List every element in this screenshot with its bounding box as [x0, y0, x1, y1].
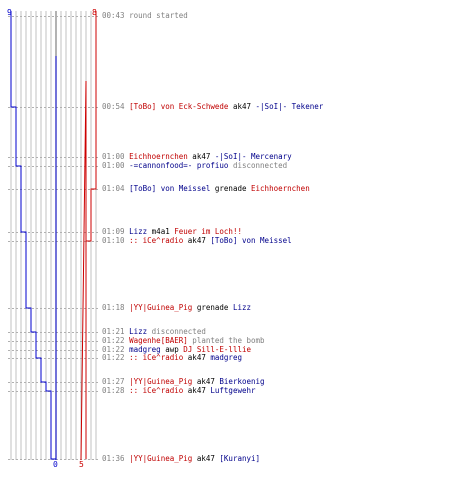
event-text: Lizz: [232, 303, 252, 312]
event-text: -|SoI|- Tekener: [255, 102, 324, 111]
event-text: ak47: [228, 102, 256, 111]
event-time: 01:09: [102, 227, 130, 236]
team-b-end-count: 5: [79, 460, 84, 469]
event-round-started: 00:43 round started: [102, 11, 188, 20]
event-text: ak47: [183, 386, 211, 395]
event-time: 01:22: [102, 336, 130, 345]
event-text: [ToBo] von Meissel: [129, 184, 211, 193]
event-time: 00:43: [102, 11, 130, 20]
event-text: ak47: [183, 236, 211, 245]
event-text: DJ Sill-E-lllie: [183, 345, 252, 354]
event-kill: 01:36 |YY|Guinea_Pig ak47 [Kuranyi]: [102, 454, 260, 463]
event-text: :: iCe^radio: [129, 386, 184, 395]
event-time: 00:54: [102, 102, 130, 111]
event-text: m4a1: [147, 227, 175, 236]
event-text: |YY|Guinea_Pig: [129, 377, 193, 386]
event-text: round started: [129, 11, 188, 20]
event-text: Eichhoernchen: [129, 152, 188, 161]
event-time: 01:00: [102, 161, 130, 170]
event-kill: 01:22 madgreg awp DJ Sill-E-lllie: [102, 345, 251, 354]
event-text: |YY|Guinea_Pig: [129, 303, 193, 312]
event-text: disconnected: [147, 327, 206, 336]
event-text: -|SoI|- Mercenary: [214, 152, 292, 161]
event-disconnect: 01:21 Lizz disconnected: [102, 327, 206, 336]
event-text: ak47: [192, 454, 220, 463]
event-text: [Kuranyi]: [219, 454, 261, 463]
event-disconnect: 01:00 -=cannonfood=- profiuo disconnecte…: [102, 161, 287, 170]
event-kill: 01:28 :: iCe^radio ak47 Luftgewehr: [102, 386, 256, 395]
event-text: Feuer im Loch!!: [174, 227, 242, 236]
event-text: grenade: [210, 184, 252, 193]
team-a-start-count: 9: [7, 8, 12, 17]
event-time: 01:22: [102, 345, 130, 354]
event-bomb-planted: 01:22 Wagenhe[BAER] planted the bomb: [102, 336, 265, 345]
event-text: madgreg: [129, 345, 161, 354]
event-text: awp: [160, 345, 184, 354]
team-a-end-count: 0: [53, 460, 58, 469]
team-b-start-count: 8: [92, 8, 97, 17]
event-connectors: [8, 16, 100, 460]
event-kill: 01:00 Eichhoernchen ak47 -|SoI|- Mercena…: [102, 152, 292, 161]
event-text: [ToBo] von Eck-Schwede: [129, 102, 229, 111]
event-text: planted the bomb: [187, 336, 265, 345]
event-text: [ToBo] von Meissel: [210, 236, 292, 245]
event-kill: 01:22 :: iCe^radio ak47 madgreg: [102, 353, 242, 362]
event-text: Lizz: [129, 327, 148, 336]
event-text: ak47: [183, 353, 211, 362]
event-text: :: iCe^radio: [129, 236, 184, 245]
event-text: Wagenhe[BAER]: [129, 336, 188, 345]
event-text: ak47: [192, 377, 220, 386]
event-text: :: iCe^radio: [129, 353, 184, 362]
event-kill: 01:10 :: iCe^radio ak47 [ToBo] von Meiss…: [102, 236, 292, 245]
event-kill: 01:09 Lizz m4a1 Feuer im Loch!!: [102, 227, 242, 236]
event-time: 01:28: [102, 386, 130, 395]
team-b-alive-line: [80, 11, 97, 461]
event-kill: 01:18 |YY|Guinea_Pig grenade Lizz: [102, 303, 251, 312]
event-time: 01:18: [102, 303, 130, 312]
event-kill: 00:54 [ToBo] von Eck-Schwede ak47 -|SoI|…: [102, 102, 323, 111]
event-kill: 01:04 [ToBo] von Meissel grenade Eichhoe…: [102, 184, 310, 193]
event-time: 01:10: [102, 236, 130, 245]
team-b-step-line: [80, 11, 97, 461]
event-time: 01:27: [102, 377, 130, 386]
event-time: 01:21: [102, 327, 130, 336]
team-a-step-line: [10, 11, 57, 460]
event-text: |YY|Guinea_Pig: [129, 454, 193, 463]
event-time: 01:36: [102, 454, 130, 463]
event-text: Eichhoernchen: [251, 184, 310, 193]
event-text: grenade: [192, 303, 233, 312]
event-kill: 01:27 |YY|Guinea_Pig ak47 Bierkoenig: [102, 377, 265, 386]
event-time: 01:04: [102, 184, 130, 193]
event-text: Luftgewehr: [210, 386, 256, 395]
event-text: -=cannonfood=- profiuo: [129, 161, 229, 170]
event-text: Lizz: [129, 227, 148, 236]
event-time: 01:00: [102, 152, 130, 161]
event-text: madgreg: [210, 353, 242, 362]
event-text: disconnected: [228, 161, 288, 170]
event-text: Bierkoenig: [219, 377, 265, 386]
team-a-alive-line: [10, 11, 57, 460]
event-text: ak47: [187, 152, 215, 161]
event-time: 01:22: [102, 353, 130, 362]
